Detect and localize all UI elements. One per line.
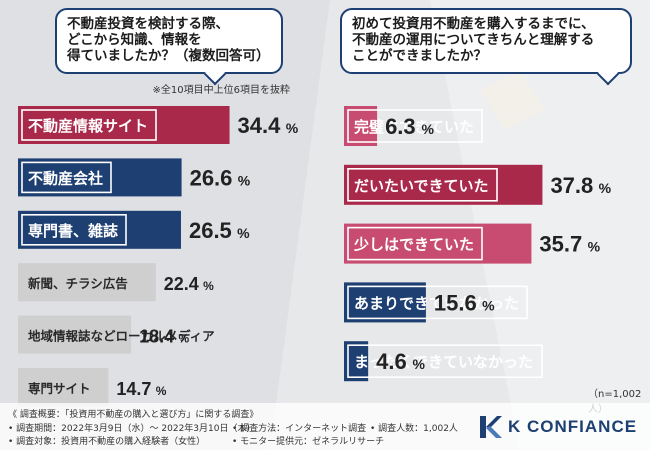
left-question-line1: 不動産投資を検討する際、 <box>67 16 229 32</box>
bar <box>344 106 378 146</box>
bar-label-frame <box>347 168 498 202</box>
value-unit: % <box>179 332 190 346</box>
value-unit: % <box>599 180 612 196</box>
bar-label: まったくできていなかった <box>354 353 533 371</box>
left-question-line2: どこから知識、情報を <box>67 32 202 48</box>
bar-label-frame <box>21 214 127 246</box>
value-label: 22.4 <box>164 274 199 294</box>
bar-label: 地域情報誌などローカルメディア <box>28 329 215 344</box>
footer-people: • 調査人数：1,002人 <box>370 424 458 434</box>
footer-method: • 調査方法：インターネット調査 <box>232 424 367 434</box>
bar <box>18 368 109 406</box>
value-label: 34.4 <box>238 113 282 138</box>
value-unit: % <box>413 356 426 372</box>
footer-monitor: • モニター提供元：ゼネラルリサーチ <box>232 437 385 447</box>
value-label: 26.6 <box>190 165 233 190</box>
k-logo-icon <box>480 416 502 438</box>
bar-label: 不動産会社 <box>28 169 103 187</box>
bar-label: 不動産情報サイト <box>28 117 148 135</box>
value-label: 35.7 <box>539 232 582 257</box>
footer-target: • 調査対象：投資用不動産の購入経験者（女性） <box>8 437 206 447</box>
bar-label: 新聞、チラシ広告 <box>28 276 128 291</box>
bar <box>18 263 156 302</box>
survey-footer: 《 調査概要：「投資用不動産の購入と選び方」に関する調査》 • 調査期間：202… <box>0 403 650 450</box>
value-unit: % <box>421 121 434 137</box>
bar-label: 専門書、雑誌 <box>28 222 118 240</box>
bar-label: 完璧にできていた <box>354 118 474 136</box>
right-question-line1: 初めて投資用不動産を購入するまでに、 <box>352 16 595 32</box>
value-unit: % <box>238 172 251 188</box>
value-label: 18.4 <box>139 327 174 347</box>
k-confiance-logo: K CONFIANCE <box>478 416 637 438</box>
footer-title: 《 調査概要：「投資用不動産の購入と選び方」に関する調査》 <box>8 410 259 420</box>
bar-label-frame <box>347 226 483 261</box>
bar <box>18 158 182 197</box>
bar-label: 少しはできていた <box>353 236 474 254</box>
bar <box>18 210 181 249</box>
logo-text: K CONFIANCE <box>508 417 638 436</box>
bar <box>344 223 532 264</box>
bar <box>344 164 543 205</box>
left-question-bubble: 不動産投資を検討する際、 どこから知識、情報を 得ていましたか？（複数回答可） <box>55 8 283 86</box>
value-unit: % <box>588 239 601 255</box>
right-question-bubble: 初めて投資用不動産を購入するまでに、 不動産の運用についてきちんと理解する こと… <box>340 8 632 86</box>
bar <box>344 282 426 323</box>
left-note: ※全10項目中上位6項目を抜粋 <box>152 85 290 96</box>
bar-label-frame <box>347 109 483 143</box>
bar-label: 専門サイト <box>28 381 91 396</box>
value-unit: % <box>482 297 495 313</box>
value-label: 14.7 <box>116 379 151 399</box>
bar-label: だいたいできていた <box>354 177 489 195</box>
bar <box>18 106 230 144</box>
bar-label-frame <box>21 109 157 141</box>
left-question-line3: 得ていましたか？（複数回答可） <box>67 48 270 64</box>
bar-label: あまりできていなかった <box>354 294 519 312</box>
value-label: 26.5 <box>189 218 232 243</box>
value-label: 4.6 <box>376 349 407 374</box>
value-label: 6.3 <box>385 114 416 139</box>
right-question-line3: ことができましたか？ <box>352 48 487 64</box>
value-unit: % <box>203 279 214 293</box>
bar-label-frame <box>347 285 528 320</box>
right-question-line2: 不動産の運用についてきちんと理解する <box>352 32 595 48</box>
value-unit: % <box>156 384 167 398</box>
value-label: 37.8 <box>550 173 593 198</box>
value-unit: % <box>286 120 299 136</box>
value-unit: % <box>237 225 250 241</box>
bar-label-frame <box>347 344 543 379</box>
footer-period: • 調査期間：2022年3月9日（水）～ 2022年3月10日（木） <box>8 424 256 434</box>
bar <box>18 315 132 354</box>
bar-label-frame <box>21 161 112 194</box>
value-label: 15.6 <box>434 290 477 315</box>
